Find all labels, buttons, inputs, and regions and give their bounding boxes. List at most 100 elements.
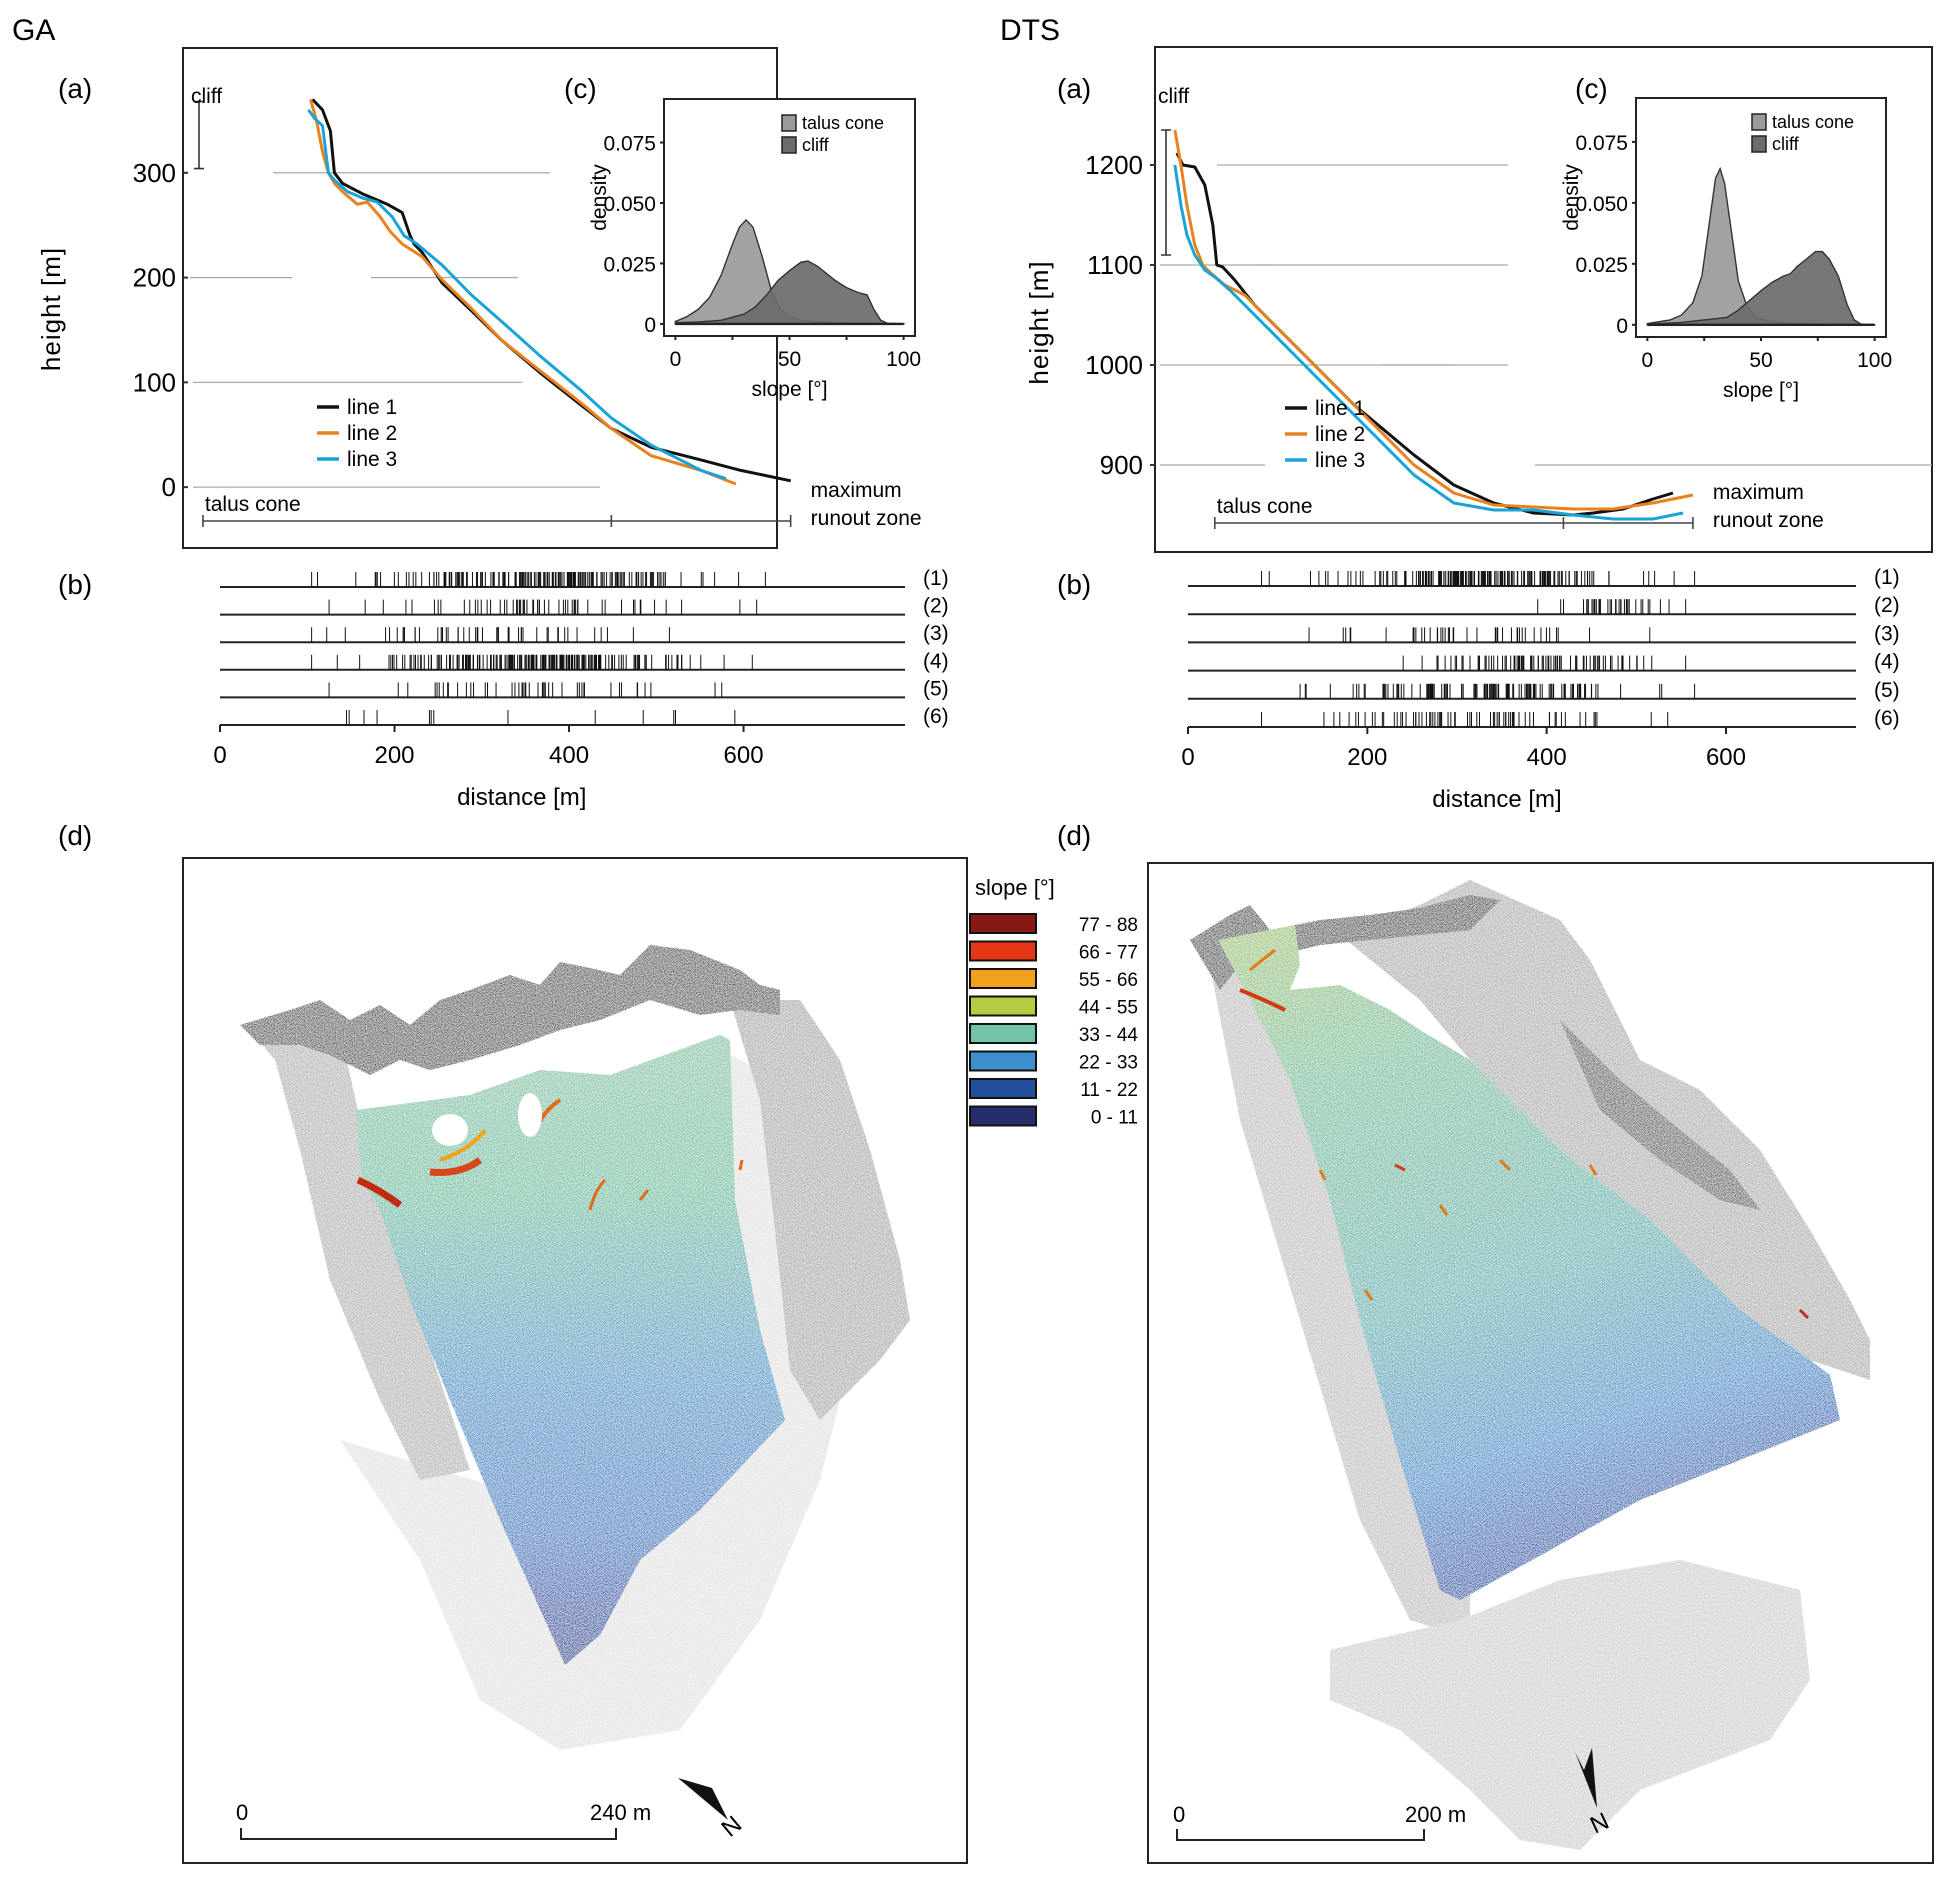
x-tick-label: 600 — [724, 742, 764, 769]
dts-slope-raster — [1218, 925, 1840, 1600]
legend-label: talus cone — [802, 113, 884, 133]
panel-title-ga: GA — [12, 14, 55, 47]
dts-label-d: (d) — [1057, 820, 1091, 851]
legend-swatch — [969, 1023, 1037, 1044]
y-axis-label: density — [1560, 164, 1583, 231]
profile-line-line-1 — [311, 98, 792, 483]
legend-label: line 1 — [347, 396, 397, 419]
rug-row-label: (4) — [923, 650, 949, 673]
legend-label: 0 - 11 — [1091, 1108, 1138, 1129]
x-tick-label: 0 — [670, 348, 682, 371]
ga-data-gap — [518, 1093, 542, 1137]
legend-label: 33 - 44 — [1079, 1025, 1139, 1046]
ga-label-c: (c) — [564, 73, 597, 104]
x-tick-label: 0 — [1181, 744, 1194, 771]
dts-slope-map: 0 200 m N — [1147, 862, 1934, 1864]
y-axis-label: density — [588, 164, 611, 231]
ga-profile-panel: (a) 0 100 200 300 height [m] cliff line 1 line … — [36, 47, 922, 549]
dts-ridge-dark — [1560, 1020, 1760, 1210]
y-tick-label: 0.050 — [603, 193, 656, 216]
y-tick-label: 0.025 — [1575, 254, 1628, 277]
talus-cone-label: talus cone — [205, 493, 301, 516]
legend-label: 44 - 55 — [1079, 998, 1138, 1019]
y-tick-label: 200 — [133, 263, 176, 293]
density-area-cliff — [674, 260, 906, 325]
rug-row-label: (4) — [1874, 651, 1900, 674]
legend-label: cliff — [1772, 134, 1800, 154]
ga-slope-map: slope [°] 77 - 88 66 - 77 55 - 66 44 - 55 33… — [182, 857, 1139, 1864]
legend-label: 11 - 22 — [1080, 1080, 1138, 1101]
legend-label: line 3 — [1315, 449, 1365, 472]
north-arrow-icon — [678, 1778, 728, 1820]
rug-row-label: (5) — [923, 677, 949, 700]
legend-swatch — [1751, 113, 1767, 131]
y-tick-label: 100 — [133, 367, 176, 397]
legend-label: line 1 — [1315, 397, 1365, 420]
density-area-cliff — [1646, 250, 1875, 326]
cliff-label: cliff — [1158, 85, 1189, 108]
legend-swatch — [969, 913, 1037, 934]
ga-profile-plot: 0 100 200 300 height [m] cliff line 1 line 2 lin… — [36, 85, 922, 530]
legend-label: line 2 — [1315, 423, 1365, 446]
rug-row-label: (1) — [923, 567, 949, 590]
y-tick-label: 0 — [162, 472, 176, 502]
rug-row-label: (6) — [923, 705, 949, 728]
legend-swatch — [969, 1050, 1037, 1072]
north-arrow-icon — [1575, 1748, 1597, 1808]
profile-line-line-2 — [1173, 129, 1694, 511]
dts-steep-features — [1239, 948, 1810, 1320]
dts-rug-plot: (1) (2) (3) (4) (5) (6) 0 200 400 600 distance [m] — [1181, 566, 1899, 813]
ga-scalebar-end: 240 m — [590, 1800, 651, 1825]
dts-density-plot: 0 0.025 0.050 0.075 0 50 100 slope [°] density ta… — [1560, 97, 1892, 402]
x-tick-label: 200 — [1347, 744, 1387, 771]
runout-label-2: runout zone — [811, 507, 922, 530]
legend-swatch — [781, 114, 797, 132]
x-axis-label: slope [°] — [751, 378, 827, 401]
y-tick-label: 1000 — [1085, 350, 1143, 380]
y-tick-label: 0.050 — [1575, 193, 1628, 216]
ga-terrain-right — [730, 1000, 910, 1420]
y-tick-label: 300 — [133, 158, 176, 188]
dts-terrain-bottom — [1330, 1560, 1810, 1850]
x-tick-label: 400 — [549, 742, 589, 769]
y-tick-label: 0.075 — [1575, 132, 1628, 155]
x-axis-label: distance [m] — [1432, 786, 1561, 813]
cliff-label: cliff — [191, 85, 222, 108]
legend-swatch — [969, 1105, 1037, 1127]
x-tick-label: 50 — [1749, 349, 1772, 372]
y-tick-label: 1100 — [1087, 250, 1143, 280]
ga-density-plot: 0 0.025 0.050 0.075 0 50 100 slope [°] density ta… — [588, 98, 921, 401]
y-tick-label: 900 — [1100, 450, 1143, 480]
x-tick-label: 600 — [1706, 744, 1746, 771]
dts-label-a: (a) — [1057, 73, 1091, 104]
x-tick-label: 50 — [778, 348, 801, 371]
ga-label-d: (d) — [58, 820, 92, 851]
ga-data-gap — [432, 1114, 468, 1146]
rug-row-label: (1) — [1874, 566, 1900, 589]
legend-label: 22 - 33 — [1079, 1053, 1138, 1074]
y-axis-label: height [m] — [1024, 260, 1054, 384]
legend-label: 66 - 77 — [1079, 943, 1138, 964]
rug-row-label: (3) — [923, 622, 949, 645]
dts-scalebar: 0 200 m — [1173, 1802, 1466, 1841]
ga-slope-raster — [356, 1035, 785, 1665]
y-tick-label: 1200 — [1085, 150, 1143, 180]
ga-cliff-crest — [240, 945, 780, 1075]
x-axis-label: distance [m] — [457, 784, 586, 811]
x-axis-label: slope [°] — [1723, 379, 1799, 402]
rug-row-label: (5) — [1874, 679, 1900, 702]
x-tick-label: 100 — [1857, 349, 1892, 372]
x-tick-label: 400 — [1527, 744, 1567, 771]
legend-swatch — [969, 968, 1037, 989]
x-tick-label: 0 — [213, 742, 226, 769]
legend-label: line 3 — [347, 448, 397, 471]
legend-label: line 2 — [347, 422, 397, 445]
rug-row-label: (2) — [923, 595, 949, 618]
ga-rug-plot: (1) (2) (3) (4) (5) (6) 0 200 400 600 distance [m] — [213, 567, 948, 811]
legend-swatch — [1751, 135, 1767, 153]
zone-bar — [202, 515, 792, 527]
y-tick-label: 0 — [644, 314, 656, 337]
profile-line-line-3 — [307, 109, 727, 481]
runout-label-1: maximum — [1713, 481, 1804, 504]
